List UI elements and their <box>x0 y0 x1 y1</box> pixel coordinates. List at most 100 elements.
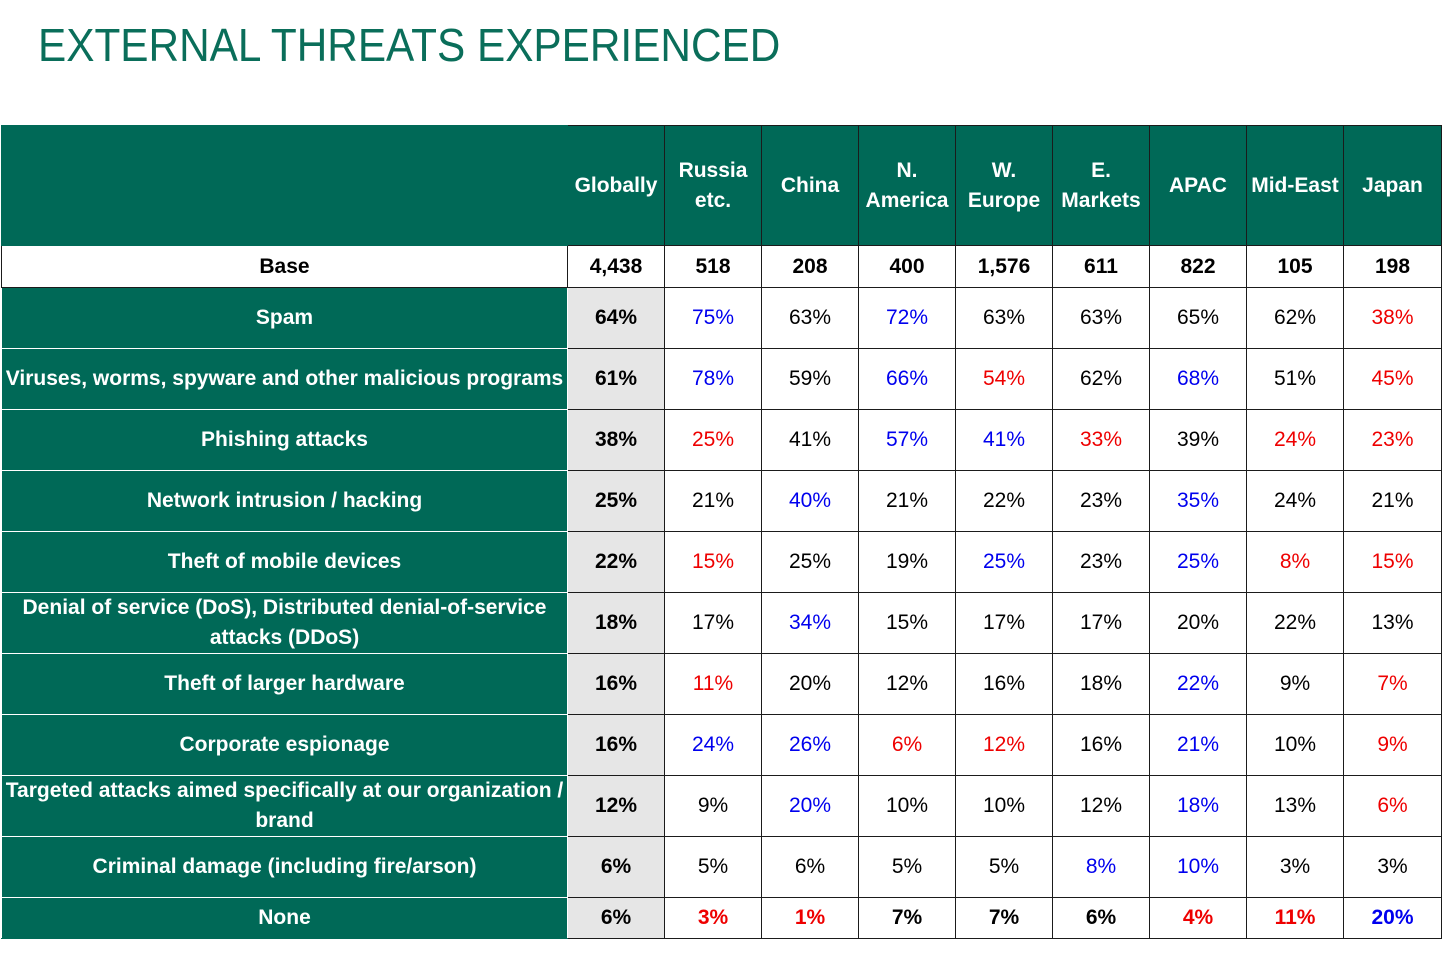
value-cell: 9% <box>1343 714 1442 776</box>
value-cell: 21% <box>858 470 956 532</box>
value-cell: 16% <box>1052 714 1150 776</box>
row-label: Phishing attacks <box>1 409 568 471</box>
row-label: Targeted attacks aimed specifically at o… <box>1 775 568 837</box>
table-row: Spam 64% 75% 63% 72% 63% 63% 65% 62% 38% <box>1 287 1442 349</box>
value-cell: 25% <box>1149 531 1247 593</box>
value-cell: 17% <box>955 592 1053 654</box>
table-row: Denial of service (DoS), Distributed den… <box>1 592 1442 654</box>
value-cell: 68% <box>1149 348 1247 410</box>
value-cell: 26% <box>761 714 859 776</box>
value-cell: 6% <box>761 836 859 898</box>
value-cell: 19% <box>858 531 956 593</box>
value-cell: 17% <box>664 592 762 654</box>
value-cell: 10% <box>858 775 956 837</box>
global-value-cell: 64% <box>567 287 665 349</box>
value-cell: 62% <box>1246 287 1344 349</box>
row-label: Viruses, worms, spyware and other malici… <box>1 348 568 410</box>
table-row: Phishing attacks 38% 25% 41% 57% 41% 33% 39% 24%… <box>1 409 1442 471</box>
value-cell: 25% <box>955 531 1053 593</box>
value-cell: 16% <box>955 653 1053 715</box>
column-header: Globally <box>567 125 665 246</box>
value-cell: 23% <box>1052 531 1150 593</box>
table-row: Theft of larger hardware 16% 11% 20% 12% 16% 1… <box>1 653 1442 715</box>
base-label: Base <box>1 245 568 288</box>
value-cell: 8% <box>1052 836 1150 898</box>
value-cell: 1% <box>761 897 859 939</box>
global-value-cell: 6% <box>567 836 665 898</box>
value-cell: 33% <box>1052 409 1150 471</box>
base-value: 1,576 <box>955 245 1053 288</box>
value-cell: 78% <box>664 348 762 410</box>
value-cell: 20% <box>1343 897 1442 939</box>
value-cell: 13% <box>1343 592 1442 654</box>
value-cell: 15% <box>664 531 762 593</box>
value-cell: 18% <box>1052 653 1150 715</box>
value-cell: 6% <box>1343 775 1442 837</box>
value-cell: 65% <box>1149 287 1247 349</box>
global-value-cell: 16% <box>567 653 665 715</box>
global-value-cell: 22% <box>567 531 665 593</box>
global-value-cell: 18% <box>567 592 665 654</box>
value-cell: 54% <box>955 348 1053 410</box>
value-cell: 45% <box>1343 348 1442 410</box>
value-cell: 40% <box>761 470 859 532</box>
table-row: Theft of mobile devices 22% 15% 25% 19% 25% 23… <box>1 531 1442 593</box>
value-cell: 3% <box>1246 836 1344 898</box>
base-value: 208 <box>761 245 859 288</box>
value-cell: 9% <box>664 775 762 837</box>
value-cell: 34% <box>761 592 859 654</box>
table-row: Viruses, worms, spyware and other malici… <box>1 348 1442 410</box>
value-cell: 7% <box>858 897 956 939</box>
value-cell: 66% <box>858 348 956 410</box>
value-cell: 13% <box>1246 775 1344 837</box>
value-cell: 18% <box>1149 775 1247 837</box>
value-cell: 21% <box>1343 470 1442 532</box>
value-cell: 6% <box>1052 897 1150 939</box>
value-cell: 23% <box>1052 470 1150 532</box>
value-cell: 20% <box>761 775 859 837</box>
row-label: Theft of mobile devices <box>1 531 568 593</box>
value-cell: 24% <box>1246 470 1344 532</box>
header-blank-cell <box>1 125 568 246</box>
value-cell: 8% <box>1246 531 1344 593</box>
base-value: 822 <box>1149 245 1247 288</box>
value-cell: 11% <box>664 653 762 715</box>
threats-table: Globally Russia etc. China N. America W. Eur… <box>1 125 1442 939</box>
value-cell: 51% <box>1246 348 1344 410</box>
value-cell: 63% <box>955 287 1053 349</box>
value-cell: 7% <box>955 897 1053 939</box>
value-cell: 35% <box>1149 470 1247 532</box>
row-label: None <box>1 897 568 939</box>
table-row: Corporate espionage 16% 24% 26% 6% 12% 16% 21% 1… <box>1 714 1442 776</box>
value-cell: 72% <box>858 287 956 349</box>
value-cell: 6% <box>858 714 956 776</box>
value-cell: 22% <box>1149 653 1247 715</box>
base-value: 105 <box>1246 245 1344 288</box>
value-cell: 57% <box>858 409 956 471</box>
value-cell: 5% <box>664 836 762 898</box>
page-title: EXTERNAL THREATS EXPERIENCED <box>38 19 781 71</box>
value-cell: 12% <box>955 714 1053 776</box>
global-value-cell: 25% <box>567 470 665 532</box>
value-cell: 38% <box>1343 287 1442 349</box>
column-header: China <box>761 125 859 246</box>
value-cell: 9% <box>1246 653 1344 715</box>
column-header: Russia etc. <box>664 125 762 246</box>
base-value: 198 <box>1343 245 1442 288</box>
value-cell: 41% <box>761 409 859 471</box>
value-cell: 15% <box>858 592 956 654</box>
value-cell: 5% <box>955 836 1053 898</box>
table-row: Criminal damage (including fire/arson) 6%… <box>1 836 1442 898</box>
row-label: Criminal damage (including fire/arson) <box>1 836 568 898</box>
value-cell: 5% <box>858 836 956 898</box>
table-row: Network intrusion / hacking 25% 21% 40% 21% 2… <box>1 470 1442 532</box>
value-cell: 63% <box>1052 287 1150 349</box>
row-label: Denial of service (DoS), Distributed den… <box>1 592 568 654</box>
value-cell: 20% <box>761 653 859 715</box>
value-cell: 12% <box>858 653 956 715</box>
table-row: None 6% 3% 1% 7% 7% 6% 4% 11% 20% <box>1 897 1442 939</box>
column-header: W. Europe <box>955 125 1053 246</box>
value-cell: 15% <box>1343 531 1442 593</box>
row-label: Corporate espionage <box>1 714 568 776</box>
value-cell: 22% <box>1246 592 1344 654</box>
